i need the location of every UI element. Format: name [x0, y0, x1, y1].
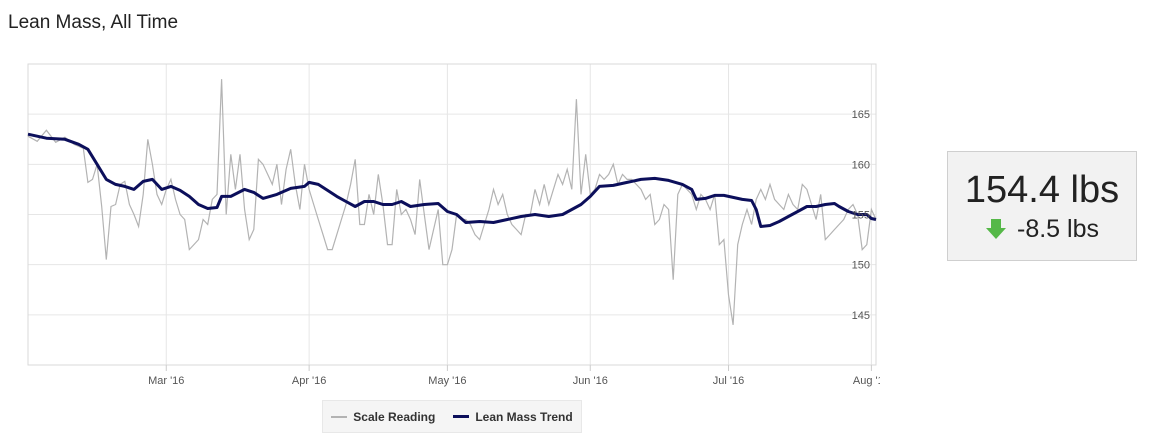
legend-item-trend[interactable]: Lean Mass Trend: [453, 409, 573, 424]
scale-reading-layer: [27, 79, 877, 325]
y-axis-ticks: 145 150 155 160 165: [852, 109, 870, 322]
x-tick-label: Aug '16: [853, 375, 880, 387]
x-tick-label: Apr '16: [292, 375, 327, 387]
legend-item-scale-reading[interactable]: Scale Reading: [331, 410, 435, 424]
x-axis-ticks: Mar '16 Apr '16 May '16 Jun '16 Jul '16 Aug '…: [148, 365, 880, 387]
chart-legend: Scale Reading Lean Mass Trend: [322, 400, 582, 433]
current-lean-mass: 154.4 lbs: [964, 169, 1120, 211]
down-arrow-icon: [986, 219, 1006, 239]
plot-border: [27, 63, 877, 366]
x-tick-label: Jul '16: [713, 375, 744, 387]
page-title: Lean Mass, All Time: [8, 12, 179, 33]
y-tick-label: 160: [852, 159, 870, 171]
x-tick-label: May '16: [428, 375, 466, 387]
x-tick-label: Mar '16: [148, 375, 184, 387]
y-tick-label: 155: [852, 210, 870, 222]
lean-mass-trend-line: [27, 132, 877, 228]
y-tick-label: 165: [852, 109, 870, 121]
y-tick-label: 150: [852, 260, 870, 272]
x-tick-label: Jun '16: [573, 375, 608, 387]
chart-grid: [28, 64, 876, 365]
legend-swatch-scale: [331, 415, 348, 418]
lean-mass-change-value: -8.5 lbs: [1017, 215, 1099, 243]
trend-layer: [27, 132, 877, 228]
lean-mass-chart: 145 150 155 160 165 Mar '16 Apr '16 May '16 Jun…: [27, 63, 880, 387]
legend-swatch-trend: [453, 415, 470, 418]
y-tick-label: 145: [852, 310, 870, 322]
legend-label-scale: Scale Reading: [353, 409, 436, 424]
lean-mass-summary: 154.4 lbs -8.5 lbs: [947, 151, 1137, 261]
lean-mass-change: -8.5 lbs: [948, 214, 1136, 244]
scale-reading-line: [27, 79, 877, 325]
legend-label-trend: Lean Mass Trend: [475, 409, 573, 424]
